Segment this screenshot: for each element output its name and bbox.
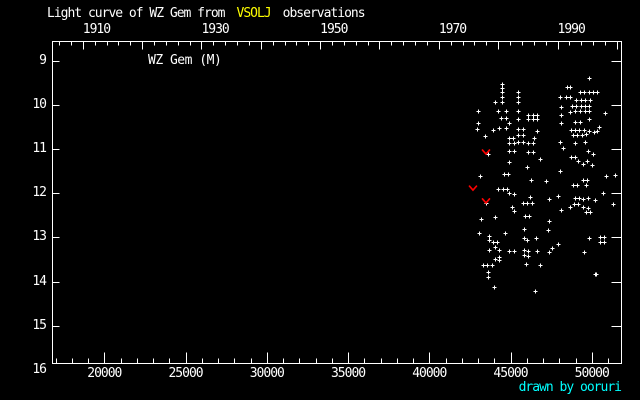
top-axis-year-label: 1910 [82,22,111,37]
chart-title-suffix: observations [282,6,366,21]
y-axis-magnitude-label: 15 [32,317,47,333]
x-axis-jd-label: 50000 [574,366,610,381]
y-axis-magnitude-label: 10 [32,97,47,113]
y-axis-magnitude-label: 16 [32,361,47,377]
x-axis-jd-label: 25000 [168,366,203,381]
axis-ticks [52,41,622,364]
fainter-than-markers [468,149,491,205]
chart-title-source: VSOLJ [236,6,272,21]
x-axis-jd-label: 45000 [493,366,528,381]
credit-label: drawn by ooruri [518,380,622,395]
top-axis-year-label: 1930 [201,22,229,37]
chart-title: Light curve of WZ Gem from VSOLJ observati… [47,6,366,21]
y-axis-magnitude-label: 9 [39,53,47,69]
top-axis-year-label: 1970 [438,22,467,37]
y-axis-magnitude-label: 11 [32,141,47,157]
star-name-label: WZ Gem (M) [148,53,222,68]
x-axis-jd-label: 30000 [249,366,285,381]
y-axis-magnitude-label: 14 [32,273,47,289]
chart-title-prefix: Light curve of WZ Gem from [47,6,225,21]
top-axis-year-label: 1950 [320,22,348,37]
observation-points [475,76,618,294]
y-axis-magnitude-label: 12 [32,185,47,201]
x-axis-jd-label: 35000 [330,366,366,381]
y-axis-magnitude-label: 13 [32,229,47,245]
top-axis-year-label: 1990 [557,22,586,37]
plot-border [52,41,622,364]
x-axis-jd-label: 20000 [87,366,122,381]
x-axis-jd-label: 40000 [412,366,447,381]
